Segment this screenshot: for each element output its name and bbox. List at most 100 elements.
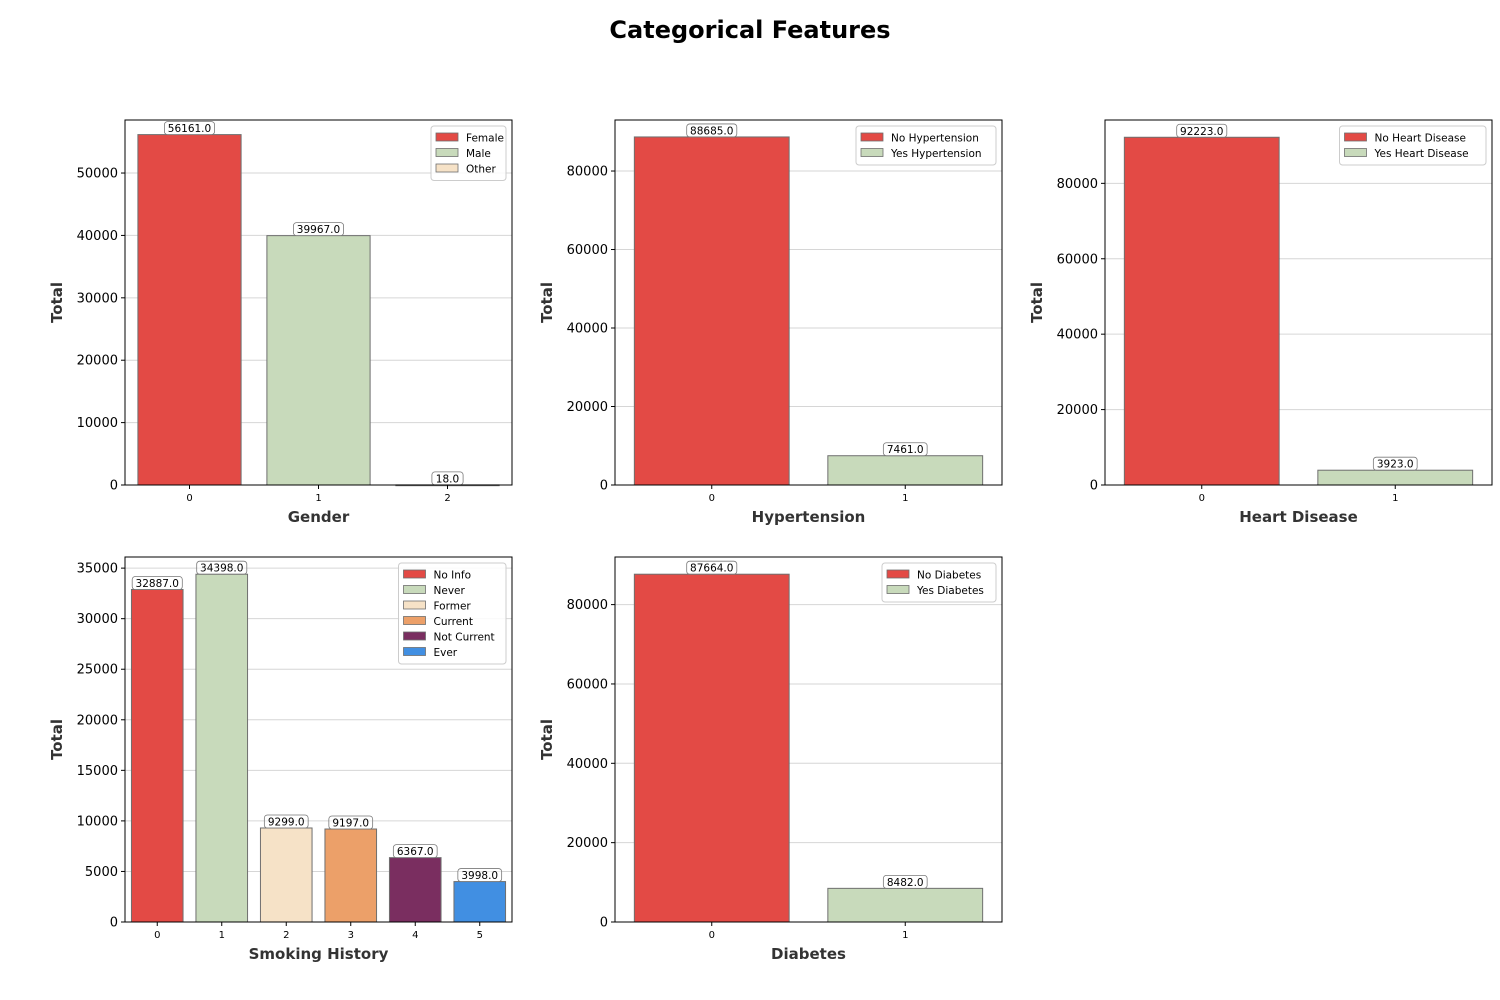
ytick-label: 0 bbox=[1090, 479, 1098, 494]
ytick-label: 30000 bbox=[77, 291, 118, 306]
legend-label: No Heart Disease bbox=[1375, 133, 1466, 145]
xtick-label: 5 bbox=[477, 930, 483, 941]
legend-swatch bbox=[435, 148, 459, 157]
legend-box bbox=[1339, 125, 1487, 166]
data-label-box bbox=[196, 560, 248, 575]
legend-swatch bbox=[1344, 132, 1367, 142]
ytick-label: 5000 bbox=[85, 865, 118, 880]
legend-label: Former bbox=[434, 601, 472, 613]
data-label: 8482.0 bbox=[887, 877, 924, 889]
ytick-label: 40000 bbox=[1057, 328, 1098, 343]
legend-label: Female bbox=[466, 133, 504, 145]
legend-swatch bbox=[403, 616, 426, 625]
data-label-box bbox=[164, 121, 215, 135]
data-label-box bbox=[457, 868, 503, 882]
data-label: 32887.0 bbox=[136, 578, 179, 590]
y-axis-label: Total bbox=[48, 719, 66, 760]
bar-not-current bbox=[388, 857, 442, 923]
figure-title: Categorical Features bbox=[609, 16, 890, 44]
legend-box bbox=[855, 125, 997, 166]
xtick-label: 1 bbox=[315, 493, 321, 504]
xtick-label: 1 bbox=[902, 493, 908, 504]
data-label-box bbox=[1176, 123, 1228, 138]
bar-yes-heart-disease bbox=[1317, 469, 1474, 486]
legend: No Diabetes Yes Diabetes bbox=[881, 562, 997, 603]
bar-yes-diabetes bbox=[827, 887, 984, 923]
ytick-label: 30000 bbox=[77, 612, 118, 627]
bar-no-hypertension bbox=[633, 136, 790, 486]
legend-label: Ever bbox=[434, 647, 458, 659]
data-label-box bbox=[1372, 456, 1418, 471]
data-label: 3923.0 bbox=[1377, 459, 1414, 471]
legend-swatch bbox=[403, 585, 426, 594]
x-axis-label: Diabetes bbox=[771, 945, 846, 963]
ytick-label: 50000 bbox=[77, 167, 118, 182]
data-label: 7461.0 bbox=[887, 444, 924, 456]
data-label-box bbox=[882, 874, 928, 889]
data-label-box bbox=[293, 222, 344, 237]
xtick-label: 0 bbox=[154, 930, 160, 941]
ytick-label: 20000 bbox=[77, 713, 118, 728]
legend: No Heart Disease Yes Heart Disease bbox=[1339, 125, 1487, 166]
legend-label: Other bbox=[466, 164, 496, 176]
data-label: 34398.0 bbox=[200, 563, 243, 575]
xtick-label: 0 bbox=[186, 493, 192, 504]
legend-swatch bbox=[1344, 148, 1367, 157]
xtick-label: 2 bbox=[444, 493, 450, 504]
legend-swatch bbox=[886, 569, 910, 579]
ytick-label: 80000 bbox=[1057, 177, 1098, 192]
axes-frame bbox=[124, 556, 513, 923]
legend-label: Yes Hypertension bbox=[890, 148, 982, 160]
bar-never bbox=[195, 573, 249, 923]
data-label-box bbox=[263, 814, 309, 829]
data-label-box bbox=[882, 442, 928, 457]
ytick-label: 35000 bbox=[77, 562, 118, 577]
data-label: 18.0 bbox=[436, 473, 459, 485]
axes-frame bbox=[614, 556, 1003, 923]
ytick-label: 40000 bbox=[567, 322, 608, 337]
subplot-grid: 56161.039967.018.00100002000030000400005… bbox=[48, 119, 1493, 963]
data-label: 9197.0 bbox=[332, 818, 369, 830]
x-axis-label: Heart Disease bbox=[1239, 508, 1358, 526]
xtick-label: 1 bbox=[902, 930, 908, 941]
ytick-label: 80000 bbox=[567, 165, 608, 180]
data-label-box bbox=[392, 844, 438, 859]
ytick-label: 80000 bbox=[567, 598, 608, 613]
legend: No Info Never Former Current Not Current Ever bbox=[398, 562, 507, 665]
ytick-label: 25000 bbox=[77, 663, 118, 678]
x-axis-label: Gender bbox=[288, 508, 350, 526]
ytick-label: 20000 bbox=[567, 400, 608, 415]
ytick-label: 0 bbox=[110, 916, 118, 931]
ytick-label: 40000 bbox=[567, 757, 608, 772]
legend-label: No Info bbox=[434, 570, 472, 582]
data-label: 92223.0 bbox=[1180, 126, 1223, 138]
ytick-label: 0 bbox=[600, 916, 608, 931]
data-label: 6367.0 bbox=[397, 846, 434, 858]
ytick-label: 20000 bbox=[1057, 403, 1098, 418]
xtick-label: 3 bbox=[348, 930, 354, 941]
legend-label: Not Current bbox=[434, 632, 495, 644]
ytick-label: 20000 bbox=[77, 354, 118, 369]
xtick-label: 2 bbox=[283, 930, 289, 941]
data-label: 39967.0 bbox=[297, 224, 340, 236]
legend-swatch bbox=[886, 585, 910, 594]
xtick-label: 0 bbox=[1199, 493, 1205, 504]
data-label-box bbox=[131, 576, 183, 590]
subplot-hypertension: 88685.0 7461.0 0 20000 40000 60000 80000 0 1 Hype… bbox=[538, 119, 1003, 526]
y-axis-label: Total bbox=[1028, 282, 1046, 323]
ytick-label: 10000 bbox=[77, 814, 118, 829]
ytick-label: 0 bbox=[600, 479, 608, 494]
data-label-box bbox=[686, 560, 738, 575]
ytick-label: 15000 bbox=[77, 764, 118, 779]
data-label: 9299.0 bbox=[268, 816, 305, 828]
bar-no-info bbox=[130, 588, 184, 923]
ytick-label: 10000 bbox=[77, 416, 118, 431]
data-label: 3998.0 bbox=[461, 870, 498, 882]
legend-swatch bbox=[435, 132, 459, 142]
ytick-label: 0 bbox=[110, 479, 118, 494]
bar-no-diabetes bbox=[633, 573, 790, 923]
x-axis-label: Hypertension bbox=[752, 508, 866, 526]
legend-label: Male bbox=[466, 148, 491, 160]
xtick-label: 0 bbox=[709, 930, 715, 941]
